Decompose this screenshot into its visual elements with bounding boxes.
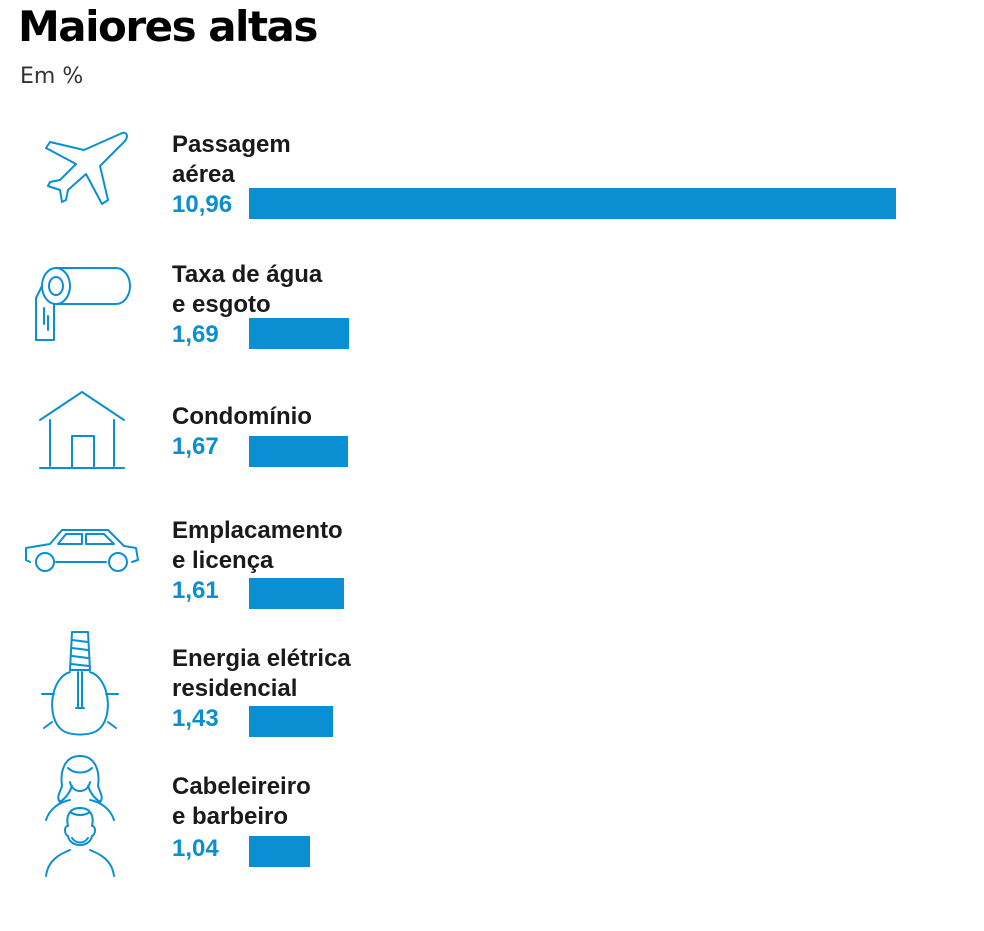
bar (249, 706, 333, 737)
lightbulb-icon (20, 628, 130, 740)
chart-title: Maiores altas (18, 2, 318, 51)
chart-subtitle: Em % (20, 64, 84, 89)
bar-row: Energia elétrica residencial 1,43 (0, 628, 984, 748)
bar-label: Cabeleireiro e barbeiro (172, 773, 311, 830)
bar-row: Cabeleireiro e barbeiro 1,04 (0, 752, 984, 882)
bar (249, 836, 310, 867)
value-label: 1,67 (172, 433, 219, 460)
bar-label: Passagem aérea (172, 131, 291, 188)
airplane-icon (20, 128, 130, 208)
hairdresser-icon (20, 752, 130, 882)
value-label: 1,69 (172, 321, 219, 348)
bar-label: Condomínio (172, 403, 312, 430)
water-pipe-icon (20, 264, 135, 344)
bar-label: Emplacamento e licença (172, 517, 343, 574)
bar-row: Taxa de água e esgoto 1,69 (0, 258, 984, 358)
bar-row: Condomínio 1,67 (0, 390, 984, 480)
bar-row: Passagem aérea 10,96 (0, 128, 984, 228)
car-icon (20, 522, 145, 578)
value-label: 1,04 (172, 835, 219, 862)
bar-label: Taxa de água e esgoto (172, 261, 323, 318)
bar (249, 188, 896, 219)
bar-row: Emplacamento e licença 1,61 (0, 516, 984, 616)
value-label: 1,43 (172, 705, 219, 732)
value-label: 10,96 (172, 191, 233, 218)
bar (249, 436, 348, 467)
house-icon (20, 390, 130, 470)
bar (249, 578, 344, 609)
value-label: 1,61 (172, 577, 219, 604)
bar (249, 318, 349, 349)
bar-label: Energia elétrica residencial (172, 645, 351, 702)
